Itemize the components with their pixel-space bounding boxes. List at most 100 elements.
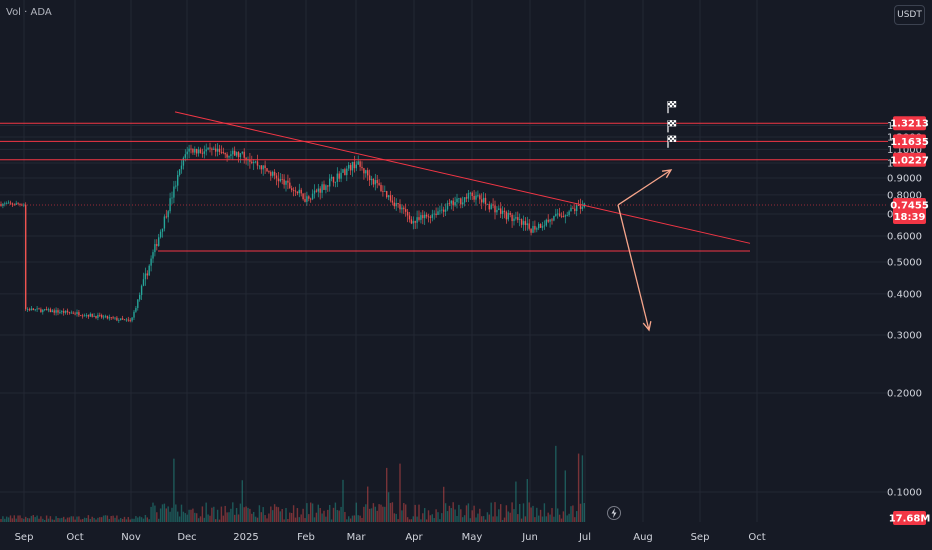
volume-bar (581, 455, 584, 522)
candle-body (505, 211, 508, 220)
candle-body (260, 165, 262, 170)
volume-bar (424, 508, 426, 522)
volume-bar (410, 519, 413, 522)
volume-bar (260, 512, 262, 522)
volume-bar (121, 518, 124, 522)
volume-bar (131, 518, 133, 522)
candle-body (441, 209, 443, 211)
price-axis[interactable]: 1.30001.20001.10001.00000.90000.80000.70… (887, 121, 922, 498)
candle-body (262, 165, 264, 170)
level-price-label (893, 134, 926, 149)
candle-body (110, 317, 112, 319)
volume-bar (492, 516, 494, 522)
volume-bar (152, 502, 154, 522)
candle-body (182, 157, 185, 166)
volume-bar (574, 517, 576, 522)
flag-cell (673, 137, 677, 140)
candle-body (435, 213, 437, 215)
volume-bar (38, 518, 40, 522)
time-axis[interactable]: Sep Oct Nov Dec 2025 Feb Mar Apr May Jun Jul Aug Sep… (15, 532, 766, 543)
candle-body (30, 308, 33, 311)
candle-body (334, 181, 337, 183)
candle-body (538, 224, 540, 229)
volume-bar (503, 517, 506, 522)
candle-body (70, 312, 72, 314)
currency-button[interactable]: USDT (894, 5, 925, 25)
volume-bar (406, 517, 409, 522)
candle-body (332, 176, 335, 183)
volume-bar (437, 512, 439, 522)
candle-body (327, 185, 329, 187)
candle-body (469, 192, 471, 194)
volume-bar (522, 503, 525, 522)
candle-body (300, 189, 302, 194)
candle-body (418, 217, 420, 220)
volume-bar (234, 514, 236, 522)
arrow-up-head (661, 169, 673, 179)
x-tick-label: Jul (578, 532, 591, 543)
volume-bar (541, 516, 544, 522)
candle-body (112, 317, 114, 319)
volume-bar (329, 504, 331, 522)
volume-bar (190, 509, 192, 522)
candle-body (72, 312, 74, 314)
candle-body (228, 155, 230, 158)
candle-body (401, 207, 403, 210)
candle-body (344, 169, 346, 176)
candle-body (532, 225, 534, 233)
candle-body (158, 237, 160, 246)
volume-bar (317, 504, 319, 522)
volume-bar (313, 517, 316, 522)
candle-body (104, 315, 107, 317)
volume-bar (370, 508, 373, 522)
volume-bar (570, 506, 572, 522)
volume-bar (558, 514, 561, 522)
candle-body (142, 279, 145, 286)
volume-bar (63, 516, 65, 522)
volume-bar (334, 502, 337, 522)
volume-bar (182, 511, 185, 522)
volume-bar (488, 514, 490, 522)
candle-body (241, 151, 243, 154)
volume-bar (228, 512, 230, 522)
volume-bar (251, 513, 253, 522)
candle-body (230, 154, 232, 156)
volume-bar (500, 504, 502, 522)
candle-body (207, 147, 209, 150)
candle-body (177, 175, 179, 186)
candle-body (270, 172, 272, 176)
flag-cell (669, 124, 673, 127)
volume-bar (102, 515, 105, 522)
candle-body (490, 204, 492, 210)
candle-body (562, 216, 565, 217)
flag-cell (671, 120, 675, 123)
volume-bar (401, 510, 403, 522)
flag-cell (669, 135, 673, 138)
candle-body (169, 198, 171, 212)
candle-body (393, 202, 395, 207)
candle-body (61, 311, 63, 313)
flag-cell (673, 101, 677, 104)
candle-body (165, 216, 167, 218)
volume-bar (97, 517, 99, 522)
volume-bar (536, 507, 538, 522)
volume-bar (519, 503, 521, 522)
candle-body (389, 195, 392, 201)
candle-body (232, 150, 234, 155)
candle-body (433, 213, 435, 215)
candle-body (89, 313, 91, 317)
volume-bar (576, 511, 578, 522)
candle-body (330, 176, 333, 179)
candle-body (106, 315, 109, 319)
candle-body (555, 213, 557, 216)
volume-bar (557, 508, 559, 522)
flag-cell (669, 101, 673, 104)
candle-body (243, 151, 245, 158)
volume-bar (568, 513, 570, 522)
volume-bar (467, 503, 470, 522)
candle-body (479, 195, 481, 200)
volume-bar (446, 511, 449, 522)
candle-body (566, 215, 568, 216)
volume-bar (230, 508, 232, 522)
